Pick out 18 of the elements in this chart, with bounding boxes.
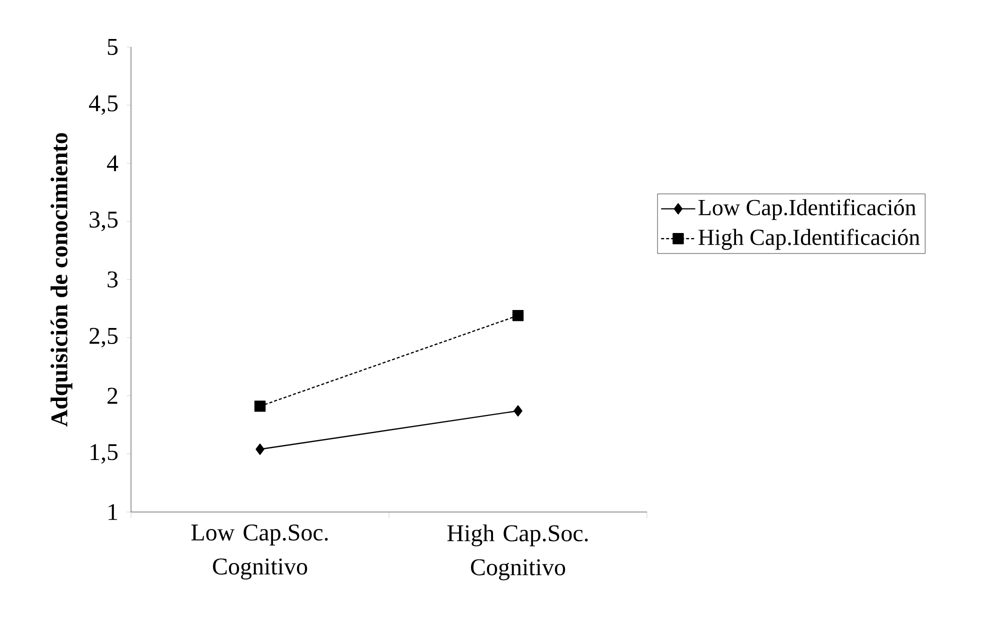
point [514, 405, 522, 416]
point [512, 310, 524, 322]
x-tick-label: Low Cap.Soc. Cognitivo [191, 524, 328, 580]
point [254, 400, 266, 412]
legend-label: Low Cap.Identificación [698, 198, 916, 220]
y-tick-label: 2,5 [90, 328, 118, 348]
point [256, 444, 264, 455]
legend-label: High Cap.Identificación [698, 228, 920, 250]
y-axis-title: Adquisición de conocimiento [50, 133, 72, 427]
y-tick-label: 4 [107, 155, 118, 172]
y-tick-label: 4,5 [89, 95, 118, 115]
y-tick-label: 3 [108, 271, 118, 288]
y-tick-label: 1 [108, 504, 118, 520]
x-tick-label: High Cap.Soc. Cognitivo [447, 524, 588, 580]
y-tick-label: 3,5 [90, 212, 118, 232]
y-tick-label: 1,5 [90, 444, 118, 464]
y-tick-label: 5 [108, 39, 118, 55]
y-tick-label: 2 [108, 388, 118, 404]
